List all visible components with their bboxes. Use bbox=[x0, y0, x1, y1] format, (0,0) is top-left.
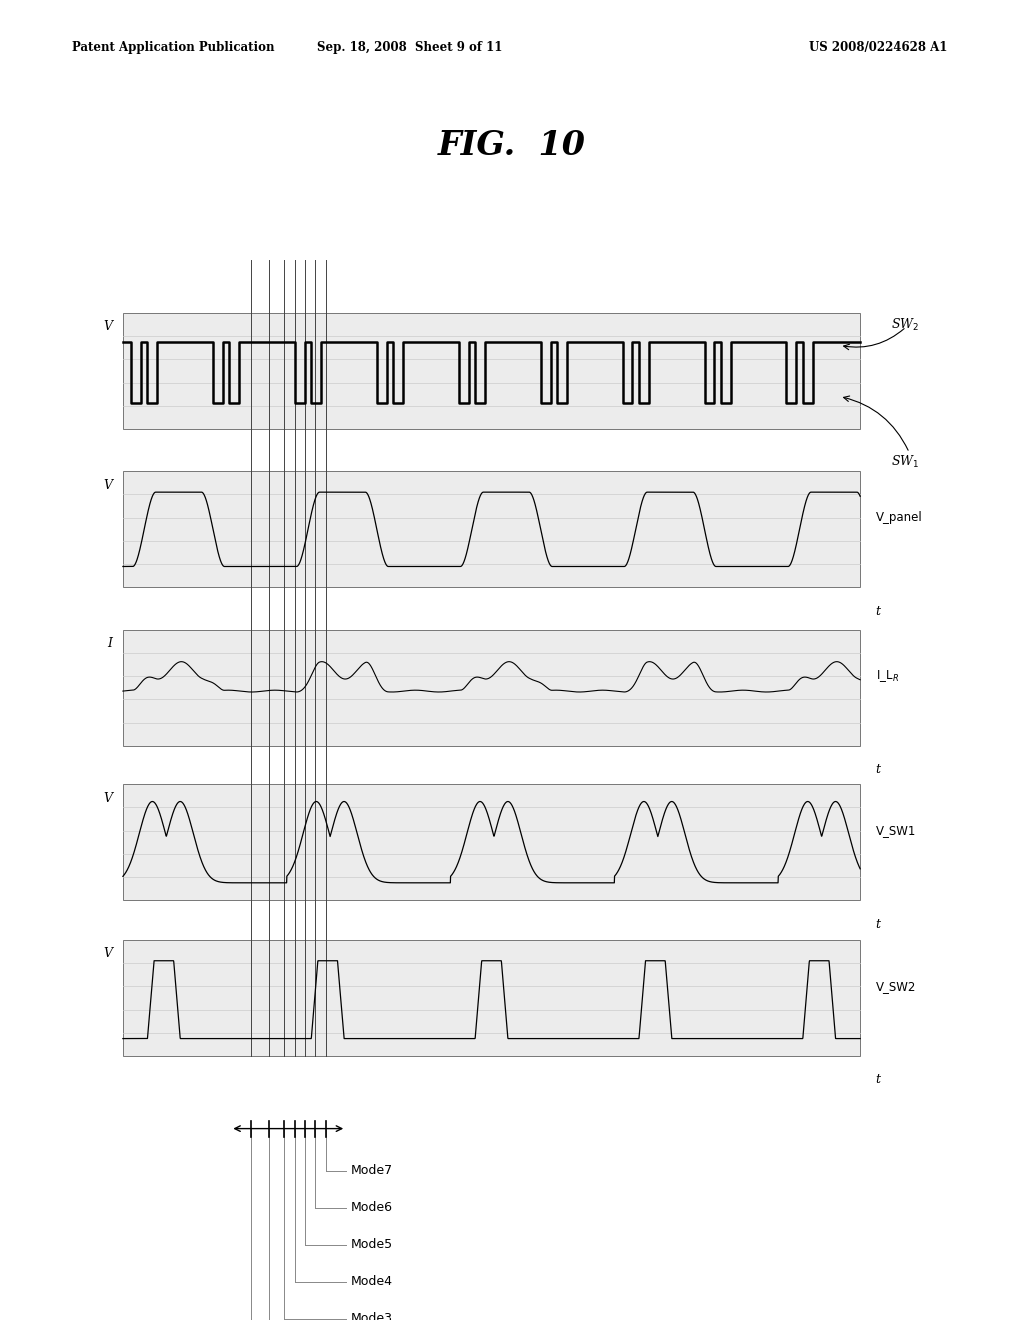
Bar bbox=[123, 471, 860, 587]
Text: Mode4: Mode4 bbox=[351, 1275, 393, 1288]
Text: Sep. 18, 2008  Sheet 9 of 11: Sep. 18, 2008 Sheet 9 of 11 bbox=[316, 41, 503, 54]
Text: V: V bbox=[103, 948, 113, 960]
Text: V: V bbox=[103, 792, 113, 804]
Text: SW$_1$: SW$_1$ bbox=[891, 454, 920, 470]
Bar bbox=[123, 313, 860, 429]
Text: FIG.  10: FIG. 10 bbox=[438, 129, 586, 162]
Text: V: V bbox=[103, 479, 113, 491]
Text: US 2008/0224628 A1: US 2008/0224628 A1 bbox=[809, 41, 947, 54]
Text: I: I bbox=[108, 638, 113, 649]
Bar bbox=[123, 940, 860, 1056]
Text: t: t bbox=[876, 763, 881, 776]
Text: t: t bbox=[876, 917, 881, 931]
Text: Mode5: Mode5 bbox=[351, 1238, 393, 1251]
Text: SW$_2$: SW$_2$ bbox=[891, 317, 919, 333]
Text: Patent Application Publication: Patent Application Publication bbox=[72, 41, 274, 54]
Text: Mode6: Mode6 bbox=[351, 1201, 393, 1214]
Bar bbox=[123, 630, 860, 746]
Text: t: t bbox=[876, 1073, 881, 1086]
Text: V_SW2: V_SW2 bbox=[876, 979, 915, 993]
Text: V_SW1: V_SW1 bbox=[876, 824, 915, 837]
Text: V_panel: V_panel bbox=[876, 511, 923, 524]
Text: Mode3: Mode3 bbox=[351, 1312, 393, 1320]
Text: t: t bbox=[876, 605, 881, 618]
Text: V: V bbox=[103, 321, 113, 333]
Text: Mode7: Mode7 bbox=[351, 1164, 393, 1177]
Text: I_L$_R$: I_L$_R$ bbox=[876, 668, 898, 684]
Bar bbox=[123, 784, 860, 900]
